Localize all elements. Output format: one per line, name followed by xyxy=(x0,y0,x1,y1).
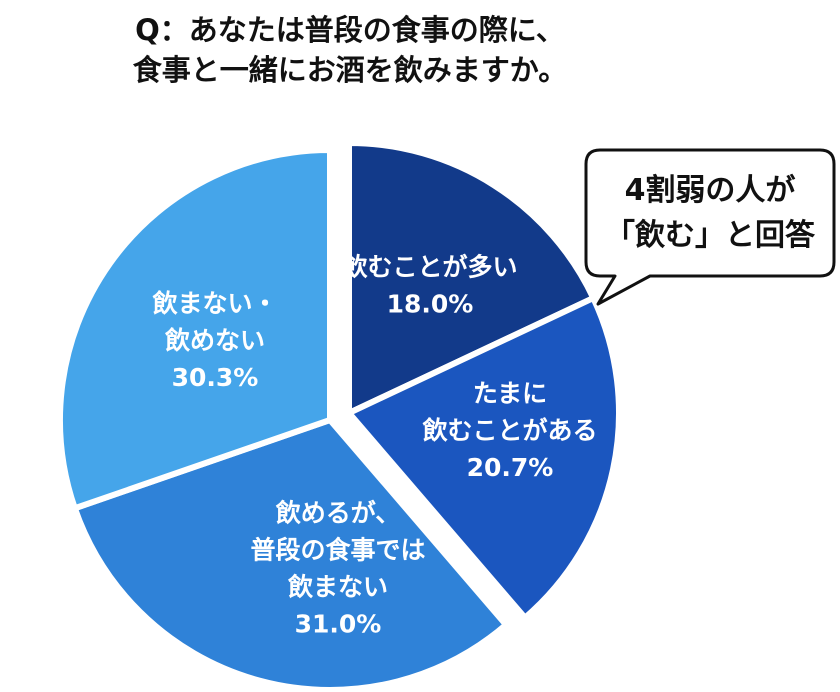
slice-category-line: 飲むことが多い xyxy=(341,253,517,282)
pie-slice-2 xyxy=(346,295,622,621)
slice-category-line: たまに xyxy=(473,379,547,408)
pie-slice-3 xyxy=(71,417,509,692)
slice-percent: 18.0% xyxy=(387,290,474,319)
callout-bubble: 4割弱の人が 「飲む」と回答 xyxy=(584,148,836,306)
slice-percent: 20.7% xyxy=(467,453,554,482)
pie-slice-4 xyxy=(57,147,333,512)
slice-category-line: 飲めるが、 xyxy=(275,499,401,528)
slice-percent: 31.0% xyxy=(295,610,382,639)
slice-category-line: 普段の食事では xyxy=(250,536,425,565)
pie-slice-1 xyxy=(346,140,597,416)
slice-label-1: 飲むことが多い 18.0% xyxy=(341,253,517,319)
slice-label-2: たまに飲むことがある 20.7% xyxy=(421,379,597,482)
callout-line-2: 「飲む」と回答 xyxy=(605,218,816,253)
slice-percent: 30.3% xyxy=(172,363,259,392)
title-line-1: Q：あなたは普段の食事の際に、 xyxy=(135,13,565,47)
slice-label-3: 飲めるが、普段の食事では飲まない 31.0% xyxy=(250,499,425,639)
slice-category-line: 飲まない xyxy=(287,573,388,602)
slice-category-line: 飲めない xyxy=(164,326,265,355)
chart-title: Q：あなたは普段の食事の際に、 食事と一緒にお酒を飲みますか。 xyxy=(0,10,700,90)
slice-category-line: 飲むことがある xyxy=(421,416,597,445)
callout-line-1: 4割弱の人が xyxy=(625,173,796,208)
title-line-2: 食事と一緒にお酒を飲みますか。 xyxy=(132,53,568,87)
slice-category-line: 飲まない・ xyxy=(151,289,277,318)
callout-shape xyxy=(584,148,836,306)
slice-label-4: 飲まない・飲めない 30.3% xyxy=(151,289,277,392)
